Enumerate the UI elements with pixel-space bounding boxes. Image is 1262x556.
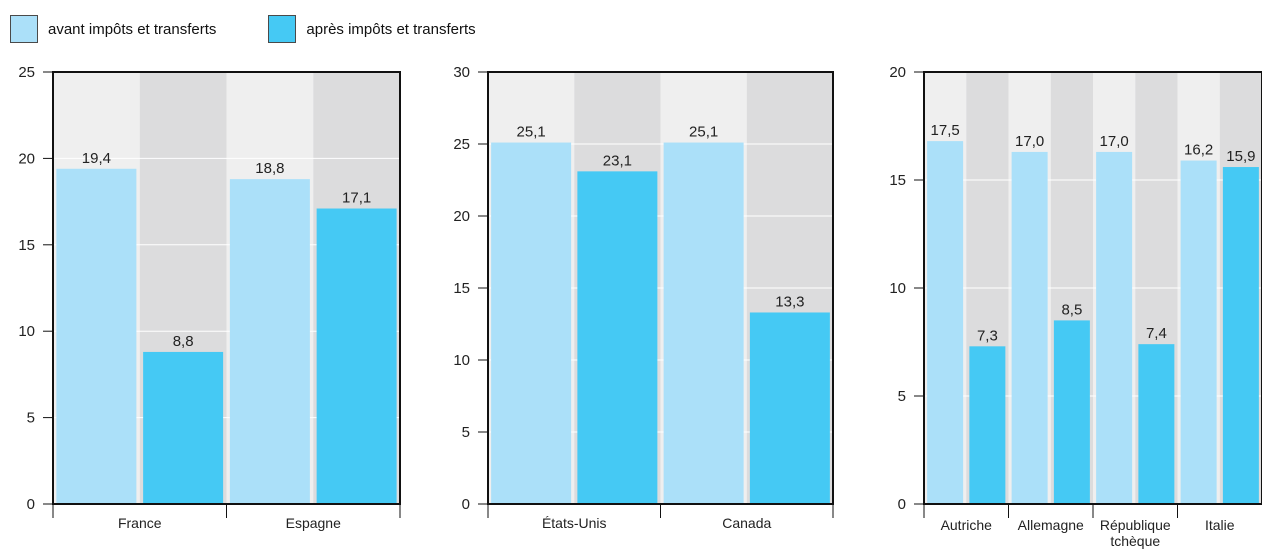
chart3-y-tick-label: 20 bbox=[889, 64, 906, 81]
chart2-data-label: 25,1 bbox=[517, 124, 546, 141]
chart1-data-label: 18,8 bbox=[255, 160, 284, 177]
chart3-bar-after bbox=[969, 346, 1006, 504]
chart2-category-label: États-Unis bbox=[542, 515, 607, 531]
chart3-data-label: 17,5 bbox=[931, 122, 960, 139]
chart3-data-label: 17,0 bbox=[1015, 133, 1044, 150]
chart2-bar-before bbox=[491, 142, 572, 504]
legend-swatch-after bbox=[268, 15, 297, 43]
legend-item-after: après impôts et transferts bbox=[268, 15, 476, 43]
chart3-bar-before bbox=[1011, 151, 1048, 505]
legend-label-before: avant impôts et transferts bbox=[48, 20, 217, 38]
chart3-bar-before bbox=[927, 141, 964, 504]
chart3-category-label-line: tchèque bbox=[1110, 533, 1160, 549]
chart2-data-label: 23,1 bbox=[603, 152, 632, 169]
chart2-y-tick-label: 25 bbox=[453, 136, 470, 153]
chart1-bar-after bbox=[143, 351, 224, 504]
chart2-category-label: Canada bbox=[722, 515, 771, 531]
chart3-category-label: Italie bbox=[1205, 517, 1235, 533]
chart3-data-label: 8,5 bbox=[1061, 301, 1082, 318]
chart1-bar-before bbox=[56, 168, 137, 504]
legend-swatch-before bbox=[10, 15, 38, 43]
chart3-category-label-line: Allemagne bbox=[1018, 517, 1084, 533]
chart3-data-label: 16,2 bbox=[1184, 142, 1213, 159]
chart2-y-tick-label: 5 bbox=[462, 424, 470, 441]
chart3-data-label: 17,0 bbox=[1100, 133, 1129, 150]
chart2-y-tick-label: 10 bbox=[453, 352, 470, 369]
chart1-bar-before bbox=[229, 179, 310, 505]
chart2-category-label-line: États-Unis bbox=[542, 515, 607, 531]
chart3-category-label-line: Italie bbox=[1205, 517, 1235, 533]
chart1-y-tick-label: 10 bbox=[18, 323, 35, 340]
chart3-data-label: 7,4 bbox=[1146, 325, 1167, 342]
chart3-bar-after bbox=[1222, 167, 1259, 505]
chart2-data-label: 13,3 bbox=[775, 293, 804, 310]
chart1-data-label: 8,8 bbox=[173, 333, 194, 350]
chart1-y-tick-label: 20 bbox=[18, 150, 35, 167]
chart2-data-label: 25,1 bbox=[689, 124, 718, 141]
chart2-category-label-line: Canada bbox=[722, 515, 771, 531]
chart3-y-tick-label: 5 bbox=[898, 388, 906, 405]
chart2-bar-before bbox=[663, 142, 744, 504]
chart2-y-tick-label: 20 bbox=[453, 208, 470, 225]
chart3-bar-after bbox=[1138, 344, 1175, 504]
chart2-bar-after bbox=[577, 171, 658, 505]
legend: avant impôts et transferts après impôts … bbox=[10, 14, 528, 44]
chart3-category-label: Allemagne bbox=[1018, 517, 1084, 533]
chart1-category-label: Espagne bbox=[286, 515, 341, 531]
chart3-category-label: Autriche bbox=[941, 517, 993, 533]
legend-label-after: après impôts et transferts bbox=[306, 20, 476, 38]
chart3-data-label: 7,3 bbox=[977, 327, 998, 344]
chart1-y-tick-label: 25 bbox=[18, 64, 35, 81]
chart3-bar-after bbox=[1053, 320, 1090, 504]
chart3-y-tick-label: 0 bbox=[898, 496, 906, 513]
chart3-bar-before bbox=[1180, 160, 1217, 504]
chart2-y-tick-label: 15 bbox=[453, 280, 470, 297]
chart3-data-label: 15,9 bbox=[1226, 148, 1255, 165]
chart3-category-label-line: République bbox=[1100, 517, 1171, 533]
chart3-bar-before bbox=[1096, 151, 1133, 505]
legend-item-before: avant impôts et transferts bbox=[10, 15, 216, 43]
chart3-category-label-line: Autriche bbox=[941, 517, 993, 533]
chart1-y-tick-label: 0 bbox=[27, 496, 35, 513]
chart3-y-tick-label: 10 bbox=[889, 280, 906, 297]
chart1-category-label-line: France bbox=[118, 515, 162, 531]
chart1-data-label: 19,4 bbox=[82, 150, 111, 167]
chart2-y-tick-label: 30 bbox=[453, 64, 470, 81]
chart2-y-tick-label: 0 bbox=[462, 496, 470, 513]
chart1-data-label: 17,1 bbox=[342, 190, 371, 207]
chart1-bar-after bbox=[316, 208, 397, 504]
chart1-y-tick-label: 15 bbox=[18, 237, 35, 254]
chart1-category-label: France bbox=[118, 515, 162, 531]
chart3-y-tick-label: 15 bbox=[889, 172, 906, 189]
chart2-bar-after bbox=[749, 312, 830, 504]
chart1-y-tick-label: 5 bbox=[27, 410, 35, 427]
chart3-category-label: République tchèque bbox=[1100, 517, 1171, 549]
chart1-category-label-line: Espagne bbox=[286, 515, 341, 531]
